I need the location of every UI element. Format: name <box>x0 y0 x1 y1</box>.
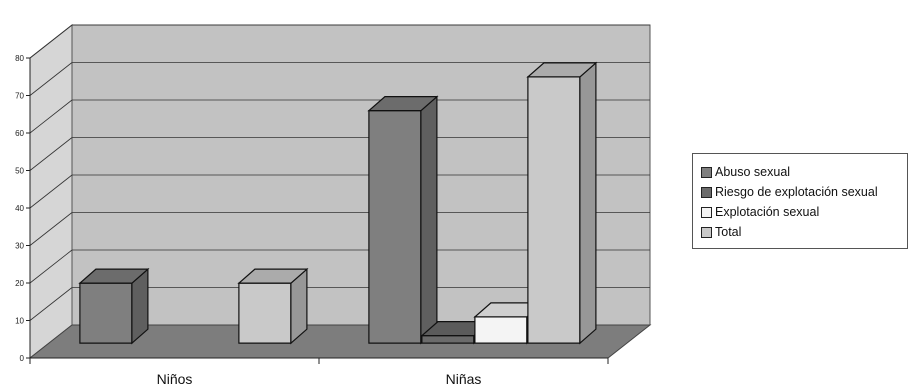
legend-item-riesgo: Riesgo de explotación sexual <box>701 182 907 202</box>
legend-label-total: Total <box>715 225 742 239</box>
y-tick-label: 60 <box>15 129 24 138</box>
gridline-side <box>29 24 73 59</box>
gridline-side <box>29 62 73 96</box>
legend-item-abuso: Abuso sexual <box>701 162 907 182</box>
legend-label-explotacion: Explotación sexual <box>715 205 820 219</box>
bar-top <box>237 268 309 284</box>
bar-side <box>420 95 438 345</box>
y-tick-label: 30 <box>15 242 24 251</box>
bar-front <box>421 335 475 344</box>
legend-label-riesgo: Riesgo de explotación sexual <box>715 185 878 199</box>
legend-item-total: Total <box>701 222 907 242</box>
gridline-side <box>29 249 73 284</box>
gridline-side <box>29 287 73 321</box>
bar-front <box>368 110 422 344</box>
y-tick-label: 10 <box>15 317 24 326</box>
bar-front <box>474 316 528 344</box>
bar-front <box>79 282 133 344</box>
bar-front <box>238 282 292 344</box>
bar-top <box>367 96 439 112</box>
bar-side <box>579 61 597 345</box>
gridline-side <box>29 174 73 209</box>
bar-top <box>78 268 150 284</box>
legend-swatch-abuso <box>701 166 712 178</box>
legend-swatch-explotacion <box>701 206 712 218</box>
y-tick-label: 50 <box>15 167 24 176</box>
legend: Abuso sexual Riesgo de explotación sexua… <box>692 153 908 249</box>
y-tick-label: 40 <box>15 204 24 213</box>
y-tick-label: 20 <box>15 279 24 288</box>
gridline-side <box>29 99 73 134</box>
legend-label-abuso: Abuso sexual <box>715 165 791 179</box>
gridline-side <box>29 212 73 246</box>
x-tick-label: Niños <box>157 371 193 387</box>
gridline-side <box>29 137 73 171</box>
bar-front <box>527 76 581 344</box>
y-tick-label: 0 <box>20 354 25 363</box>
legend-swatch-riesgo <box>701 186 712 198</box>
bar-top <box>526 62 598 78</box>
legend-swatch-total <box>701 226 712 238</box>
legend-item-explotacion: Explotación sexual <box>701 202 907 222</box>
x-tick-label: Niñas <box>446 371 482 387</box>
y-tick-label: 70 <box>15 92 24 101</box>
y-tick-label: 80 <box>15 54 24 63</box>
